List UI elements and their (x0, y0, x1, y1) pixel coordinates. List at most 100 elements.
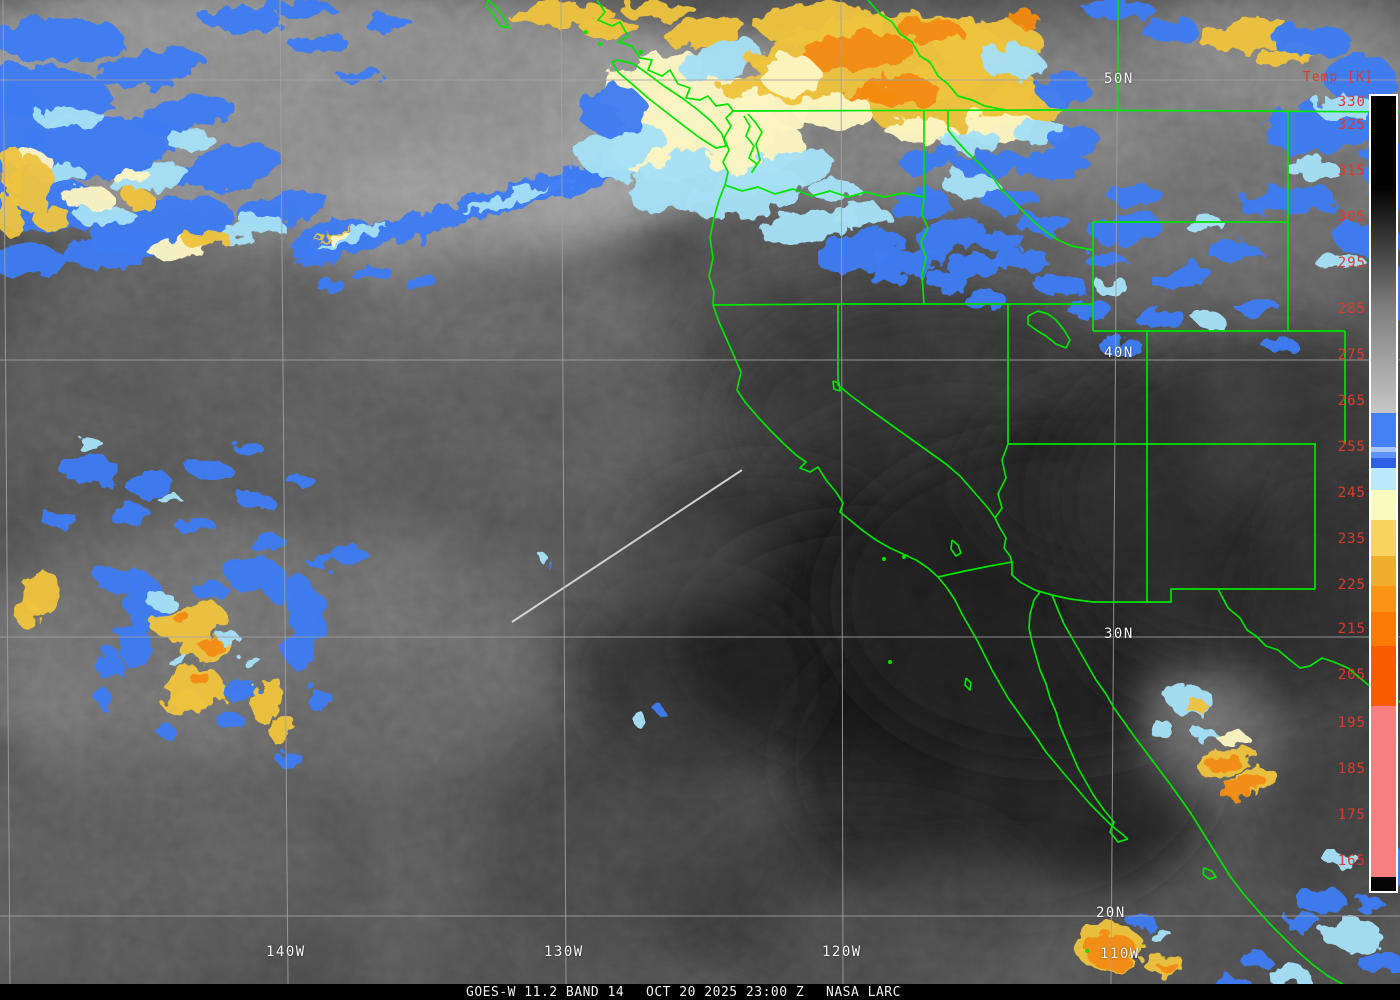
cold-cloud-patch (125, 473, 175, 497)
cold-cloud-patch (278, 750, 302, 770)
colorbar-tick-305: 305 (1337, 209, 1366, 225)
colorbar-segment (1371, 413, 1396, 447)
colorbar-segment (1371, 468, 1396, 490)
cold-cloud-patch (885, 118, 955, 142)
latitude-label-20n: 20N (1096, 905, 1126, 921)
boundary-wa-coast (722, 110, 734, 186)
cold-cloud-patch (795, 96, 875, 128)
cold-cloud-patch (326, 231, 350, 243)
colorbar-segment (1371, 877, 1396, 890)
cloud-streak (511, 469, 743, 623)
cold-cloud-patch (270, 714, 296, 746)
cold-cloud-patch (250, 535, 290, 555)
cold-cloud-patch (982, 44, 1042, 80)
colorbar-tick-175: 175 (1337, 807, 1366, 823)
cold-cloud-patch (286, 473, 314, 487)
cold-cloud-patch (402, 276, 438, 288)
cold-cloud-patch (1206, 239, 1258, 261)
longitude-label-120w: 120W (822, 944, 862, 960)
geopolitical-boundaries (485, 0, 1400, 1000)
colorbar-tick-325: 325 (1337, 117, 1366, 133)
colorbar-tick-225: 225 (1337, 577, 1366, 593)
boundary-canada-border (731, 109, 1400, 113)
boundary-puget-sound (743, 113, 763, 173)
cold-cloud-patch (0, 18, 125, 62)
cold-cloud-patch (1012, 12, 1040, 28)
island-dot (598, 42, 602, 46)
boundary-haida-gwaii (485, 0, 510, 29)
cold-cloud-patch (1266, 965, 1310, 985)
cold-cloud-patch (32, 206, 72, 230)
cold-cloud-patch (97, 690, 113, 710)
cold-cloud-patch (963, 291, 1007, 309)
boundary-or-coast (708, 184, 726, 306)
cold-cloud-patch (1086, 934, 1138, 970)
cold-cloud-patch (192, 580, 228, 600)
cold-cloud-patch (165, 131, 215, 149)
colorbar-segment (1371, 190, 1396, 302)
cold-cloud-patch (110, 167, 150, 183)
island-dot (584, 30, 588, 34)
cold-cloud-patch (620, 1, 696, 19)
cold-cloud-patch (75, 204, 135, 226)
latitude-label-40n: 40N (1104, 345, 1134, 361)
cold-cloud-patch (290, 35, 350, 55)
cold-cloud-patch (1017, 214, 1073, 236)
cold-cloud-patch (632, 714, 648, 726)
colorbar-tick-315: 315 (1337, 163, 1366, 179)
cold-cloud-patch (332, 546, 368, 564)
boundary-salton-sea (950, 539, 962, 557)
caption-timestamp: OCT 20 2025 23:00 Z (646, 985, 805, 1000)
cold-cloud-patch (290, 590, 330, 640)
cold-cloud-patch (1240, 952, 1270, 968)
cold-cloud-patch (975, 230, 1025, 250)
cold-cloud-patch (900, 147, 960, 173)
cold-cloud-patch (158, 495, 182, 505)
cold-cloud-patch (1270, 25, 1350, 55)
cold-cloud-patch (265, 0, 335, 17)
cold-cloud-patch (945, 253, 1005, 277)
cold-cloud-patch (925, 271, 965, 289)
colorbar-tick-330: 330 (1337, 94, 1366, 110)
cold-cloud-patch (719, 78, 771, 98)
gridline-meridian-120w (840, 0, 844, 985)
boundary-ca-coast (712, 304, 939, 578)
cold-cloud-patch (237, 492, 273, 508)
cold-cloud-patch (990, 248, 1050, 272)
colorbar-tick-285: 285 (1337, 301, 1366, 317)
colorbar-tick-255: 255 (1337, 439, 1366, 455)
cold-cloud-patch (200, 6, 280, 30)
colorbar-segment (1371, 302, 1396, 413)
caption-credit: NASA LARC (826, 985, 901, 1000)
island-dot (1085, 949, 1089, 953)
cold-cloud-patch (1140, 18, 1200, 42)
cold-cloud-patch (1322, 850, 1358, 866)
cold-cloud-patch (1085, 251, 1125, 269)
cold-cloud-patch (1020, 151, 1090, 179)
cold-cloud-patch (235, 443, 265, 457)
caption-bar: GOES-W 11.2 BAND 14 OCT 20 2025 23:00 Z … (0, 984, 1400, 1000)
temperature-colorbar (1369, 94, 1398, 893)
colorbar-tick-205: 205 (1337, 667, 1366, 683)
latitude-label-50n: 50N (1104, 71, 1134, 87)
cold-cloud-patch (1265, 185, 1335, 211)
cold-cloud-patch (152, 603, 228, 641)
colorbar-title: Temp [K] (1303, 70, 1374, 85)
cold-cloud-patch (1284, 912, 1320, 932)
cold-cloud-patch (98, 647, 122, 683)
cold-cloud-patch (338, 67, 382, 83)
cold-cloud-patch (655, 706, 665, 714)
gridline-meridian-130w (560, 0, 567, 985)
cold-cloud-patch (1107, 184, 1163, 206)
cold-cloud-patch (810, 180, 860, 200)
colorbar-tick-235: 235 (1337, 531, 1366, 547)
cold-cloud-patch (1193, 729, 1217, 741)
ship-trail-streaks (511, 469, 743, 623)
cold-cloud-patch (577, 85, 647, 135)
cold-cloud-patch (215, 712, 245, 728)
cold-cloud-patch (124, 192, 156, 208)
cold-cloud-patch (16, 601, 40, 629)
